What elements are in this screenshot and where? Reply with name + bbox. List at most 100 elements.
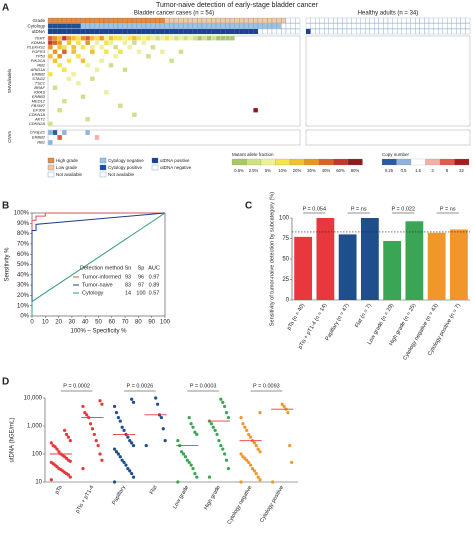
empty-cell: [328, 17, 334, 24]
dot: [130, 441, 134, 445]
row-label: PIK3CA: [31, 58, 46, 63]
legend-swatch: [396, 158, 412, 166]
panel-label: C: [245, 201, 252, 212]
legend-swatch: [47, 171, 55, 178]
header-cell: [465, 28, 471, 35]
header-cell: [442, 28, 448, 35]
heat-cell: [52, 85, 58, 91]
empty-cell: [438, 17, 443, 24]
heat-cell: [52, 49, 58, 55]
empty-cell: [328, 23, 334, 29]
header-cell: [99, 28, 105, 35]
header-cell: [52, 17, 58, 24]
heat-cell: [127, 35, 133, 41]
empty-cell: [333, 23, 338, 29]
heat-cell: [89, 44, 95, 50]
header-cell: [220, 28, 226, 35]
empty-cell: [415, 23, 420, 29]
header-cell: [262, 17, 268, 24]
table-cell: 0.57: [149, 290, 160, 296]
header-cell: [271, 23, 277, 29]
dot: [258, 478, 262, 482]
dot: [211, 425, 215, 429]
header-cell: [324, 28, 329, 35]
header-cell: [239, 28, 245, 35]
dot: [224, 411, 229, 415]
dot: [131, 400, 136, 404]
dot: [81, 404, 85, 409]
header-cell: [71, 28, 77, 35]
header-cell: [295, 28, 301, 35]
x-tick-label: 20: [55, 320, 62, 326]
dot: [191, 425, 195, 429]
header-cell: [150, 23, 156, 29]
table-cell: 0.97: [149, 274, 160, 280]
dot: [96, 443, 100, 448]
x-tick-label: Flat (n = 7): [354, 303, 373, 329]
heat-cell: [201, 35, 207, 41]
dot: [180, 450, 184, 454]
dot: [252, 441, 256, 445]
heat-cell: [103, 35, 109, 41]
dot: [155, 402, 160, 406]
heat-cell: [99, 35, 105, 41]
legend-swatch: [99, 157, 107, 164]
dot: [114, 450, 119, 454]
x-tick-label: High grade: [203, 485, 222, 511]
dot: [57, 450, 61, 454]
heat-cell: [131, 40, 137, 46]
header-cell: [173, 23, 179, 29]
heat-cell: [89, 49, 95, 55]
legend-label: Cytology negative: [108, 158, 144, 163]
heat-cell: [71, 35, 77, 41]
empty-cell: [369, 23, 375, 29]
header-cell: [419, 28, 425, 35]
y-tick-label: 0: [286, 298, 290, 304]
legend-label: 2.5%: [249, 168, 259, 173]
empty-cell: [360, 23, 366, 29]
empty-cell: [465, 23, 471, 29]
heat-cell: [57, 62, 63, 68]
dot: [215, 432, 219, 437]
p-label: P = 0.0093: [253, 383, 280, 389]
heat-cell: [108, 62, 114, 68]
empty-cell: [351, 17, 357, 24]
row-label: CDKN1A: [29, 112, 46, 117]
header-cell: [66, 23, 72, 29]
panel-label: A: [2, 3, 9, 14]
empty-cell: [428, 23, 434, 29]
empty-cell: [310, 17, 316, 24]
dot: [163, 439, 167, 443]
dot: [248, 463, 253, 467]
row-label: Grade: [32, 18, 45, 23]
dot: [116, 415, 120, 420]
heat-cell: [75, 40, 81, 46]
table-cell: 93: [125, 274, 131, 280]
legend-label: 1.5: [415, 168, 421, 173]
empty-cell: [356, 17, 361, 24]
header-cell: [248, 17, 254, 24]
header-cell: [94, 28, 100, 35]
heat-cell: [211, 35, 217, 41]
row-label: FBXW7: [31, 103, 46, 108]
bar: [405, 221, 424, 300]
bar: [316, 218, 335, 300]
header-cell: [356, 28, 361, 35]
header-cell: [108, 28, 114, 35]
header-cell: [183, 28, 189, 35]
header-cell: [234, 17, 240, 24]
header-cell: [201, 28, 207, 35]
header-cell: [206, 28, 212, 35]
legend-swatch: [381, 158, 397, 166]
row-label: RB1: [37, 62, 45, 67]
legend-label: Low grade: [56, 165, 78, 170]
header-cell: [305, 28, 311, 35]
header-cell: [276, 28, 282, 35]
heat-cell: [178, 35, 184, 41]
header-cell: [243, 28, 249, 35]
empty-cell: [433, 23, 439, 29]
dot: [98, 452, 102, 456]
empty-cell: [401, 23, 407, 29]
row-label: KDM6A: [31, 40, 45, 45]
empty-cell: [447, 17, 452, 24]
